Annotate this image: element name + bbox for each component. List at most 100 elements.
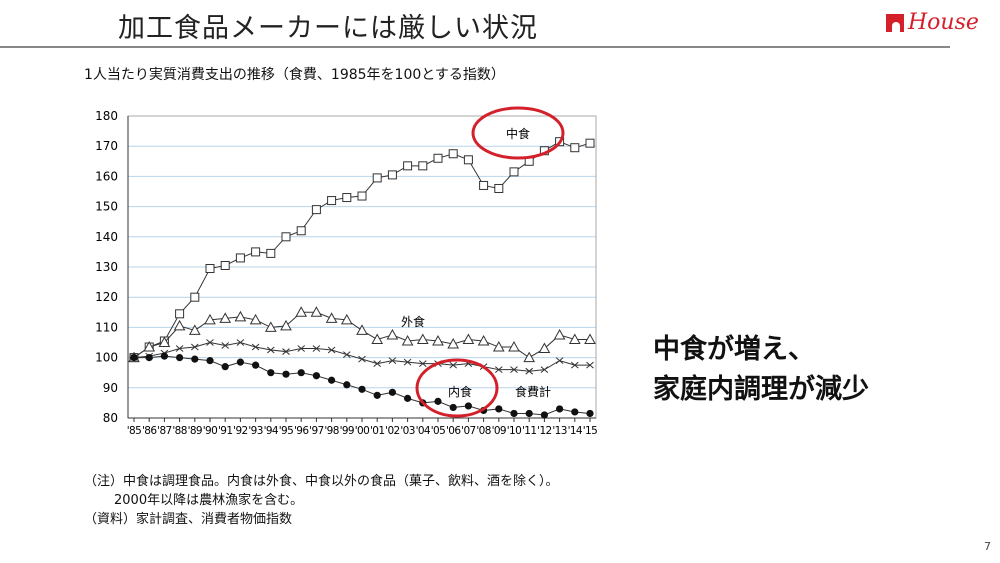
data-point [510, 409, 518, 418]
data-point [340, 313, 353, 325]
data-point [418, 360, 427, 368]
data-point [175, 345, 184, 352]
data-point [372, 173, 382, 183]
logo-text: House [908, 10, 979, 35]
x-tick-label: '08 [476, 425, 490, 437]
x-tick-label: '11 [522, 425, 536, 437]
data-point [191, 355, 199, 363]
callout-line: 家庭内調理が減少 [653, 374, 869, 405]
series-line-外食 [133, 311, 590, 359]
data-point [327, 196, 337, 206]
data-point [282, 348, 290, 355]
data-point [387, 170, 397, 180]
highlight-circle [471, 106, 565, 160]
y-tick-label: 170 [95, 139, 118, 153]
title-divider [0, 46, 950, 48]
data-point [357, 191, 367, 201]
source-line: （資料）家計調査、消費者物価指数 [84, 512, 293, 527]
x-tick-label: '94 [264, 425, 279, 437]
data-point [495, 405, 503, 413]
data-point [494, 366, 503, 374]
data-point [540, 411, 549, 419]
data-point [204, 313, 216, 325]
x-tick-label: '95 [279, 425, 293, 437]
data-point [297, 369, 305, 377]
y-tick-label: 160 [95, 169, 118, 183]
callout-line: 中食が増え、 [653, 334, 815, 365]
x-tick-label: '06 [446, 425, 461, 437]
data-point [509, 167, 519, 177]
x-tick-label: '09 [492, 425, 506, 437]
data-point [143, 341, 156, 352]
data-point [343, 381, 351, 389]
data-point [236, 358, 244, 366]
data-point [494, 183, 504, 193]
data-point [205, 264, 215, 274]
data-point [462, 333, 475, 344]
data-point [553, 328, 566, 340]
data-point [235, 253, 245, 263]
y-tick-label: 120 [95, 290, 118, 304]
x-tick-label: '92 [233, 425, 247, 437]
data-point [568, 333, 581, 344]
x-tick-label: '01 [370, 425, 384, 437]
data-point [266, 346, 275, 354]
data-point [447, 337, 460, 349]
data-point [188, 324, 201, 335]
data-point [371, 333, 384, 344]
data-point [234, 310, 247, 322]
x-tick-label: '91 [218, 425, 232, 437]
data-point [586, 361, 594, 369]
callout-text: 中食が増え、 家庭内調理が減少 [653, 330, 869, 410]
x-tick-label: '03 [400, 425, 414, 437]
data-point [586, 409, 594, 418]
data-point [434, 397, 442, 405]
data-point [388, 388, 396, 396]
data-point [251, 247, 261, 257]
data-point [158, 336, 171, 347]
data-point [403, 358, 412, 366]
x-tick-label: '96 [294, 425, 309, 437]
data-point [251, 343, 260, 351]
slide-title: 加工食品メーカーには厳しい状況 [118, 13, 538, 44]
x-tick-label: '12 [537, 425, 551, 437]
data-point [356, 324, 368, 335]
data-point [538, 342, 551, 354]
data-point [416, 333, 429, 344]
data-point [555, 357, 564, 364]
data-point [373, 391, 381, 399]
x-tick-label: '97 [309, 425, 323, 437]
data-point [432, 334, 444, 346]
data-point [401, 334, 414, 346]
data-point [508, 341, 520, 352]
data-point [145, 354, 153, 362]
y-tick-label: 180 [95, 109, 118, 123]
data-point [221, 363, 229, 371]
data-point [325, 312, 338, 323]
data-point [236, 339, 245, 346]
logo-mark-icon [886, 13, 904, 32]
series-label: 中食 [506, 126, 530, 141]
data-point [328, 376, 336, 384]
x-tick-label: '04 [416, 425, 431, 437]
series-label: 食費計 [515, 384, 551, 399]
data-point [297, 345, 306, 352]
y-tick-label: 140 [95, 230, 118, 244]
data-point [266, 248, 276, 258]
data-point [252, 361, 260, 369]
data-point [206, 357, 214, 365]
data-point [312, 345, 321, 352]
x-tick-label: '14 [568, 425, 583, 437]
data-point [479, 180, 489, 190]
data-point [219, 312, 232, 323]
y-tick-label: 150 [95, 200, 118, 214]
data-point [295, 306, 308, 317]
x-tick-label: '90 [203, 425, 217, 437]
data-point [571, 408, 579, 416]
y-tick-label: 100 [95, 351, 118, 365]
data-point [358, 355, 366, 363]
data-point [130, 354, 138, 362]
x-tick-label: '00 [355, 425, 369, 437]
x-tick-label: '93 [248, 425, 262, 437]
x-tick-label: '86 [142, 425, 157, 437]
